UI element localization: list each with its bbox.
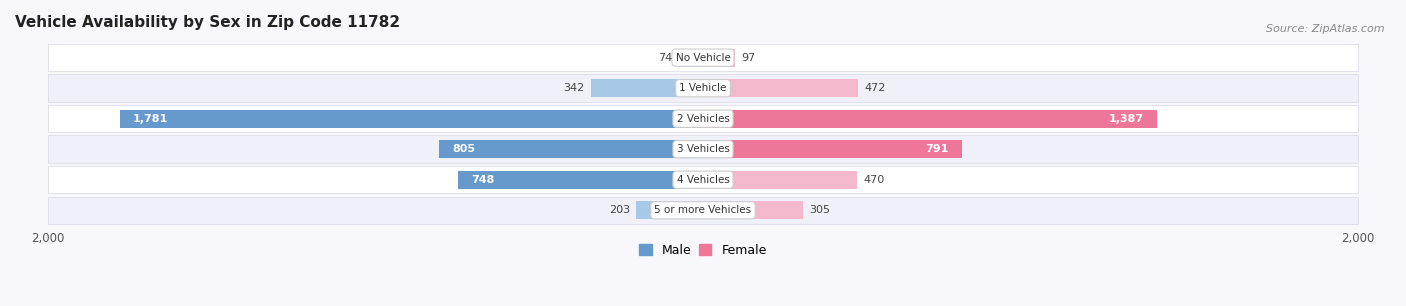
Bar xyxy=(48,74,1358,102)
Bar xyxy=(48,136,1358,163)
Text: 3 Vehicles: 3 Vehicles xyxy=(676,144,730,154)
Text: 1,387: 1,387 xyxy=(1109,114,1144,124)
Bar xyxy=(679,49,703,67)
Text: 74: 74 xyxy=(658,53,672,63)
Text: 203: 203 xyxy=(609,205,630,215)
Text: 470: 470 xyxy=(863,175,884,185)
Text: 805: 805 xyxy=(453,144,475,154)
Bar xyxy=(48,166,1358,193)
Legend: Male, Female: Male, Female xyxy=(634,239,772,262)
Bar xyxy=(591,79,703,97)
Text: 472: 472 xyxy=(865,83,886,93)
Bar xyxy=(120,110,703,128)
Bar xyxy=(637,201,703,219)
Bar xyxy=(48,105,1358,132)
Text: 748: 748 xyxy=(471,175,495,185)
Text: 791: 791 xyxy=(925,144,949,154)
Text: Vehicle Availability by Sex in Zip Code 11782: Vehicle Availability by Sex in Zip Code … xyxy=(15,15,401,30)
Text: 2 Vehicles: 2 Vehicles xyxy=(676,114,730,124)
Text: 97: 97 xyxy=(741,53,755,63)
Bar xyxy=(703,170,858,189)
Bar xyxy=(48,44,1358,71)
Bar xyxy=(703,79,858,97)
Bar xyxy=(439,140,703,159)
Bar xyxy=(48,196,1358,224)
Text: 1,781: 1,781 xyxy=(132,114,167,124)
Text: 1 Vehicle: 1 Vehicle xyxy=(679,83,727,93)
Text: No Vehicle: No Vehicle xyxy=(675,53,731,63)
Text: 342: 342 xyxy=(564,83,585,93)
Bar xyxy=(703,140,962,159)
Bar xyxy=(703,110,1157,128)
Text: 305: 305 xyxy=(810,205,831,215)
Text: Source: ZipAtlas.com: Source: ZipAtlas.com xyxy=(1267,24,1385,35)
Text: 4 Vehicles: 4 Vehicles xyxy=(676,175,730,185)
Bar xyxy=(703,201,803,219)
Bar xyxy=(703,49,735,67)
Text: 5 or more Vehicles: 5 or more Vehicles xyxy=(654,205,752,215)
Bar xyxy=(458,170,703,189)
